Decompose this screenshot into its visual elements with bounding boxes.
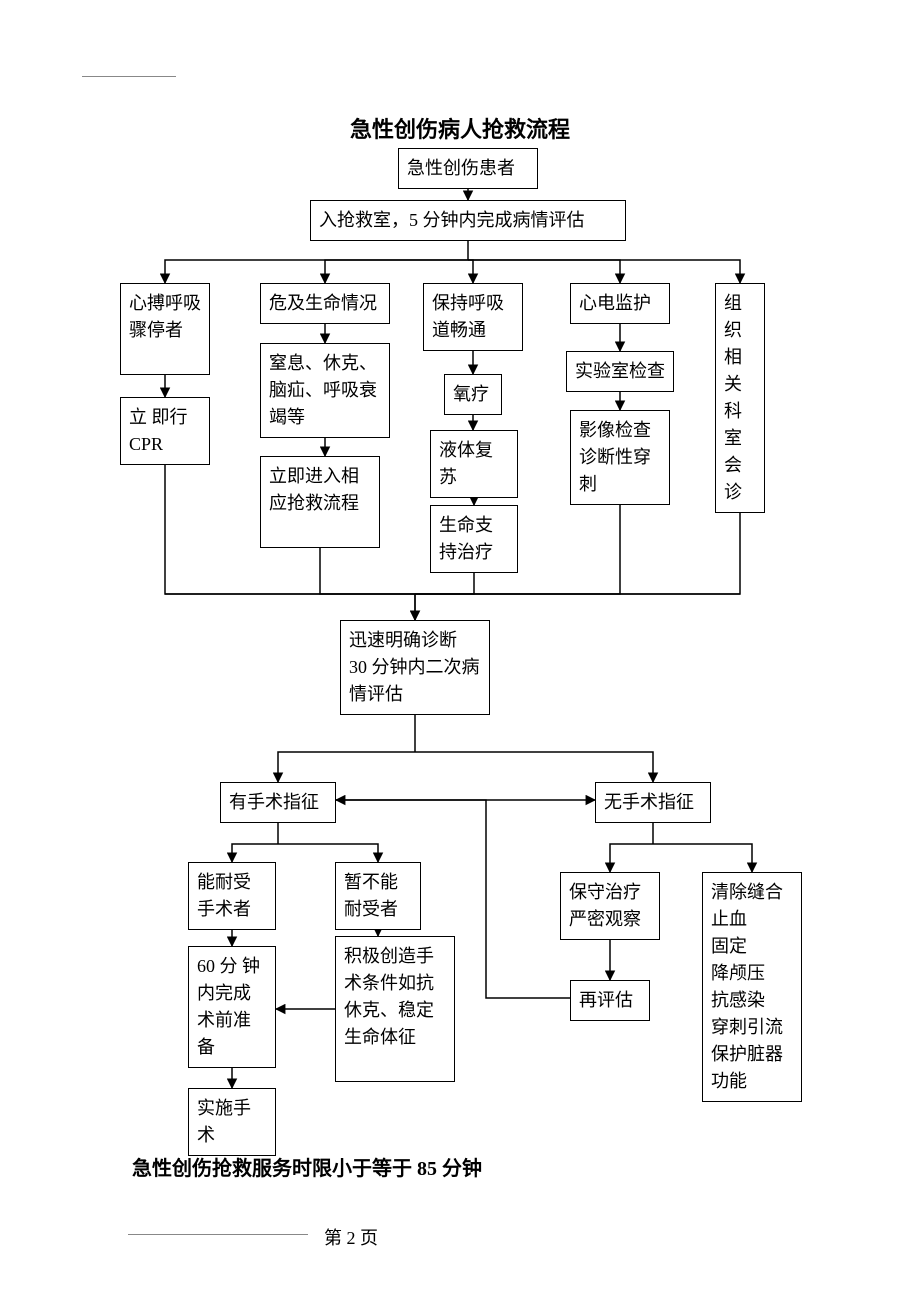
flow-node-n_lab: 实验室检查 bbox=[566, 351, 674, 392]
flow-node-n_dx: 迅速明确诊断30 分钟内二次病情评估 bbox=[340, 620, 490, 715]
flow-node-n_reassess: 再评估 bbox=[570, 980, 650, 1021]
flow-node-n_cpr_act: 立 即行 CPR bbox=[120, 397, 210, 465]
flow-node-n_cleanup: 清除缝合止血固定降颅压抗感染穿刺引流保护脏器功能 bbox=[702, 872, 802, 1102]
flow-node-n_support: 生命支持治疗 bbox=[430, 505, 518, 573]
flow-node-n_consult: 组织相关科室会诊 bbox=[715, 283, 765, 513]
flow-node-n_surg_yes: 有手术指征 bbox=[220, 782, 336, 823]
flow-node-n_life_ex: 窒息、休克、脑疝、呼吸衰竭等 bbox=[260, 343, 390, 438]
page-title: 急性创伤病人抢救流程 bbox=[350, 112, 570, 144]
bottom-rule bbox=[128, 1234, 308, 1235]
flow-node-n_create: 积极创造手术条件如抗休克、稳定生命体征 bbox=[335, 936, 455, 1082]
flow-node-n_prep: 60 分 钟内完成术前准备 bbox=[188, 946, 276, 1068]
flowchart-canvas: 急性创伤病人抢救流程 急性创伤患者入抢救室，5 分钟内完成病情评估心搏呼吸骤停者… bbox=[0, 0, 920, 1302]
flow-node-n_start: 急性创伤患者 bbox=[398, 148, 538, 189]
flow-node-n_life_head: 危及生命情况 bbox=[260, 283, 390, 324]
flow-node-n_tolerate: 能耐受手术者 bbox=[188, 862, 276, 930]
flow-node-n_o2: 氧疗 bbox=[444, 374, 502, 415]
flow-node-n_cpr_head: 心搏呼吸骤停者 bbox=[120, 283, 210, 375]
flow-node-n_assess: 入抢救室，5 分钟内完成病情评估 bbox=[310, 200, 626, 241]
top-rule bbox=[82, 76, 176, 77]
flow-node-n_conserv: 保守治疗严密观察 bbox=[560, 872, 660, 940]
flow-node-n_life_act: 立即进入相应抢救流程 bbox=[260, 456, 380, 548]
page-number: 第 2 页 bbox=[324, 1224, 378, 1250]
flow-node-n_notol: 暂不能耐受者 bbox=[335, 862, 421, 930]
flow-node-n_fluid: 液体复苏 bbox=[430, 430, 518, 498]
flow-node-n_surg_no: 无手术指征 bbox=[595, 782, 711, 823]
flow-node-n_ecg: 心电监护 bbox=[570, 283, 670, 324]
flow-node-n_airway: 保持呼吸道畅通 bbox=[423, 283, 523, 351]
footer-note: 急性创伤抢救服务时限小于等于 85 分钟 bbox=[132, 1152, 482, 1181]
flow-node-n_dosurg: 实施手术 bbox=[188, 1088, 276, 1156]
flow-node-n_img: 影像检查诊断性穿刺 bbox=[570, 410, 670, 505]
